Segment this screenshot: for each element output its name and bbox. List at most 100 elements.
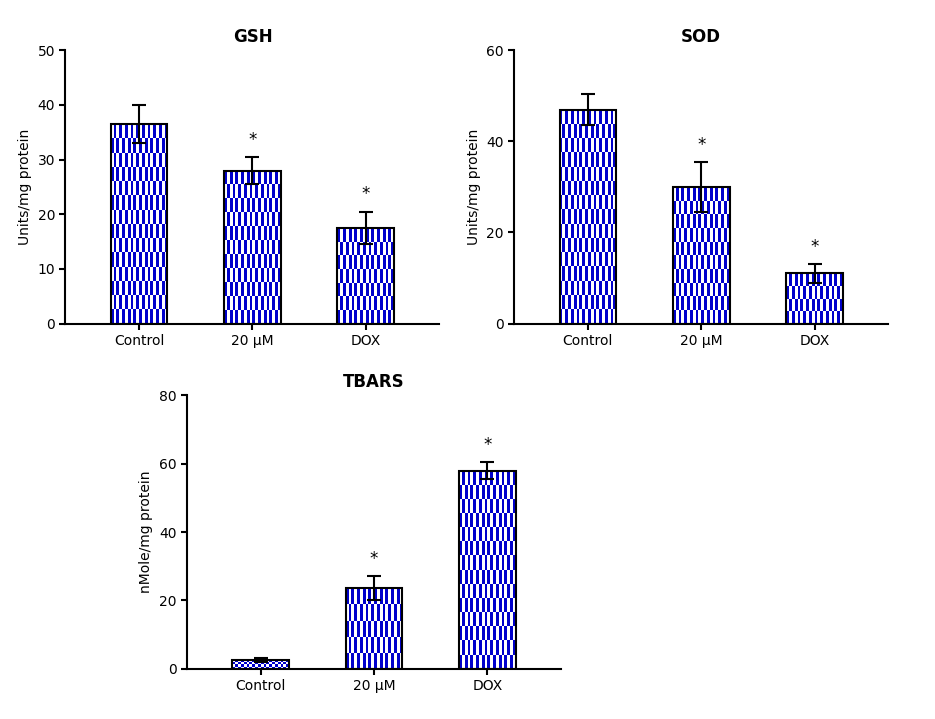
Bar [114,224,117,238]
Bar [233,310,236,324]
Bar [250,282,252,296]
Bar [224,198,227,212]
Bar [159,238,162,252]
Bar [352,228,354,242]
Bar [343,242,346,255]
Bar [391,310,395,324]
Bar [396,588,399,605]
Bar [156,138,159,152]
Bar [134,196,137,209]
Bar [230,282,233,296]
Bar [368,605,371,620]
Bar [715,296,718,310]
Bar [837,311,840,324]
Bar [354,653,357,669]
Bar [599,181,602,195]
Bar [574,152,577,167]
Bar [487,513,490,527]
Bar [255,310,258,324]
Bar [698,283,701,296]
Bar [151,152,153,167]
Bar [283,664,286,667]
Bar [588,267,591,280]
Bar [258,268,261,282]
Bar [490,598,493,612]
Bar [566,152,568,167]
Bar [837,286,840,298]
Bar [501,654,504,669]
Bar [786,273,843,324]
Bar [114,138,117,152]
Bar [693,201,696,214]
Bar [800,273,803,286]
Bar [563,152,566,167]
Bar [577,238,580,252]
Bar [258,226,261,240]
Bar [110,152,114,167]
Bar [608,295,611,309]
Bar [687,228,690,242]
Bar [269,198,272,212]
Bar [110,124,114,138]
Bar [122,196,125,209]
Bar [476,485,479,499]
Bar [110,309,114,324]
Bar [583,224,585,238]
Bar [679,255,682,269]
Bar [244,667,247,669]
Bar [388,310,391,324]
Bar [366,605,368,620]
Bar [563,252,566,267]
Bar [698,310,701,324]
Bar [465,654,468,669]
Bar [162,295,165,309]
Bar [137,252,139,267]
Bar [338,283,340,296]
Bar [504,485,507,499]
Bar [470,499,473,513]
Bar [275,268,278,282]
Bar [462,641,465,654]
Bar [726,187,729,201]
Bar [377,653,380,669]
Bar [608,309,611,324]
Bar [388,636,391,653]
Bar [227,296,230,310]
Bar [468,485,470,499]
Bar [490,654,493,669]
Bar [233,170,236,185]
Bar [142,138,145,152]
Bar [340,269,343,283]
Bar [704,283,707,296]
Bar [602,109,605,124]
Bar [269,282,272,296]
Bar [608,167,611,181]
Bar [608,138,611,152]
Bar [380,296,382,310]
Bar [599,309,602,324]
Bar [712,187,715,201]
Bar [599,280,602,295]
Bar [340,310,343,324]
Bar [580,224,583,238]
Bar [385,228,388,242]
Bar [484,626,487,641]
Bar [571,224,574,238]
Bar [366,310,368,324]
Bar [131,252,134,267]
Bar [504,499,507,513]
Bar [338,255,340,269]
Bar [462,612,465,626]
Bar [269,667,272,669]
Bar [476,541,479,556]
Bar [153,138,156,152]
Bar [459,541,462,556]
Bar [568,238,571,252]
Bar [255,662,258,664]
Bar [125,295,128,309]
Bar [820,286,823,298]
Bar [611,109,613,124]
Bar [599,252,602,267]
Bar [789,286,792,298]
Bar [269,226,272,240]
